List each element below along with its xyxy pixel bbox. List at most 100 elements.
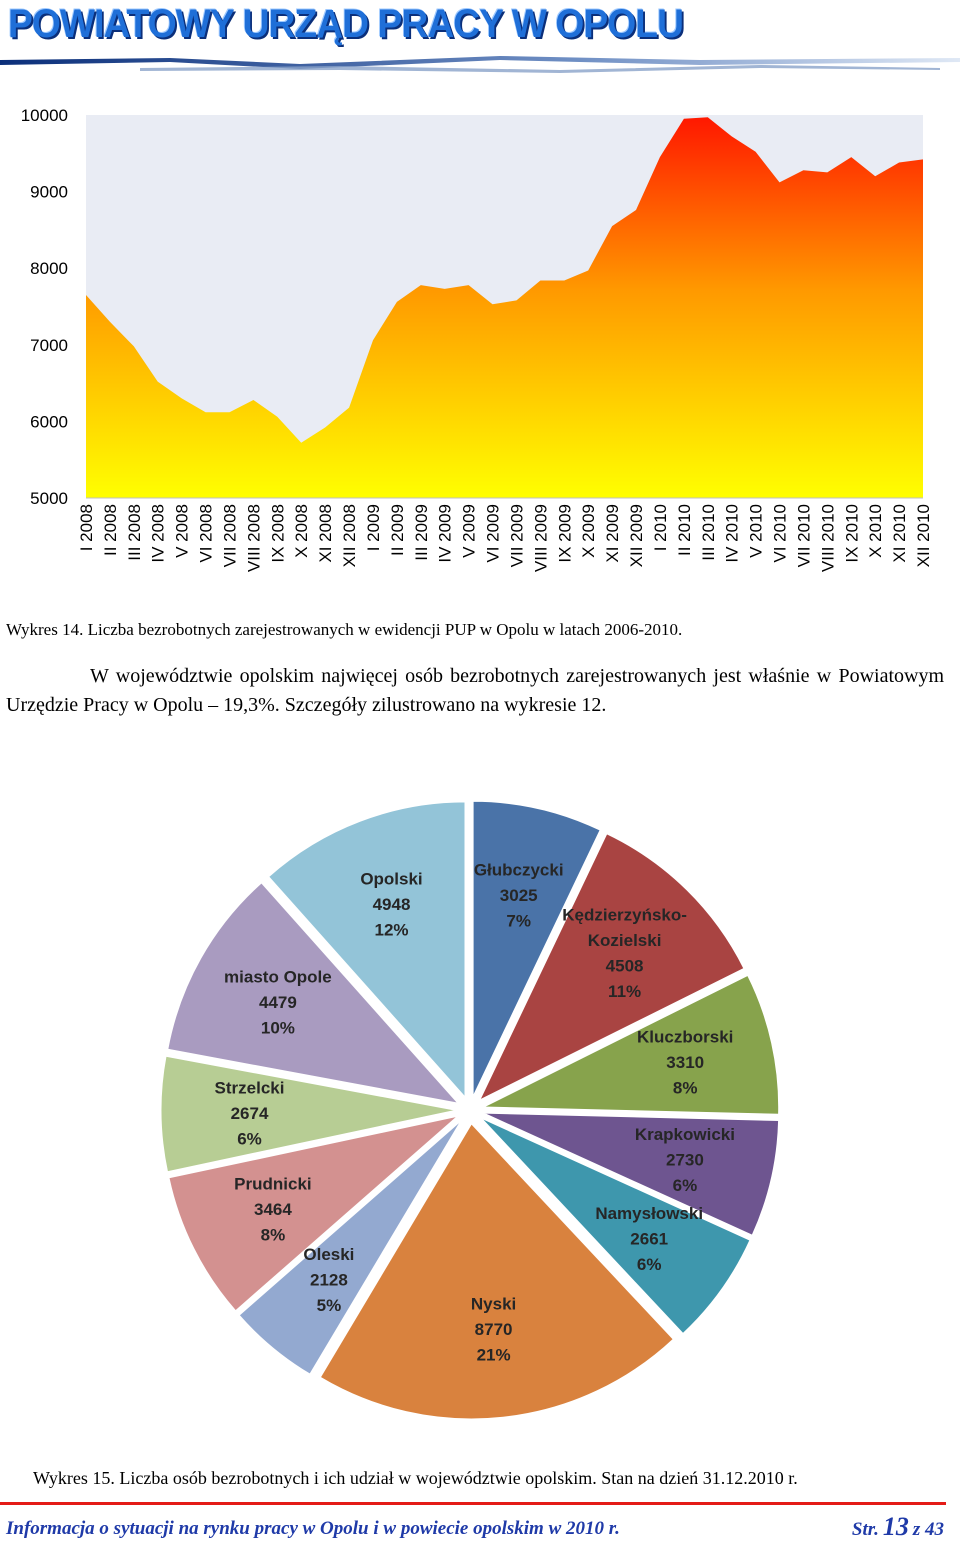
pie-label-name: Kluczborski <box>637 1028 733 1047</box>
x-tick-label: VI 2008 <box>197 504 216 563</box>
x-tick-label: IV 2010 <box>723 504 742 563</box>
pie-label: Nyski 8770 21% <box>471 1295 516 1365</box>
x-tick-label: V 2010 <box>747 504 766 558</box>
pie-label: Oleski 2128 5% <box>303 1245 354 1315</box>
x-tick-label: II 2009 <box>388 504 407 556</box>
x-tick-label: II 2010 <box>675 504 694 556</box>
x-tick-label: IX 2010 <box>842 504 861 563</box>
x-tick-label: IV 2009 <box>436 504 455 563</box>
pie-label-percent: 6% <box>237 1129 262 1148</box>
y-tick-label: 9000 <box>30 183 68 202</box>
pie-slice <box>168 1115 460 1312</box>
x-tick-label: II 2008 <box>101 504 120 556</box>
x-axis-ticks: I 2008 II 2008 III 2008 IV 2008 V 2008 VI 200… <box>77 504 933 572</box>
pie-label-percent: 8% <box>261 1225 286 1244</box>
x-tick-label: VI 2009 <box>484 504 503 563</box>
x-tick-label: VI 2010 <box>771 504 790 563</box>
y-tick-label: 5000 <box>30 489 68 508</box>
pie-label-percent: 11% <box>608 982 641 1001</box>
pie-slice <box>478 833 745 1102</box>
footer-rule <box>0 1502 946 1505</box>
page-prefix: Str. <box>851 1519 879 1540</box>
pie-label-name: Opolski <box>360 870 422 889</box>
area-chart: 5000 6000 7000 8000 9000 10000 I 2008 II 2008 I… <box>21 106 933 572</box>
pie-label: Namysłowski 2661 6% <box>595 1204 703 1274</box>
pie-label-name: Krapkowicki <box>635 1125 735 1144</box>
x-tick-label: IX 2008 <box>268 504 287 563</box>
x-tick-label: III 2010 <box>699 504 718 561</box>
pie-label-name: Namysłowski <box>595 1204 703 1223</box>
pie-label-value: 8770 <box>475 1320 513 1339</box>
pie-label-name: Prudnicki <box>234 1174 311 1193</box>
x-tick-label: VIII 2008 <box>244 504 263 572</box>
page-number-value: 13 <box>882 1512 909 1541</box>
x-tick-label: XII 2008 <box>340 504 359 567</box>
pie-label: Krapkowicki 2730 6% <box>635 1125 735 1195</box>
pie-label: miasto Opole 4479 10% <box>224 967 332 1037</box>
x-tick-label: XI 2010 <box>890 504 909 563</box>
pie-label-value: 3310 <box>666 1053 704 1072</box>
y-tick-label: 8000 <box>30 259 68 278</box>
x-tick-label: XI 2009 <box>603 504 622 563</box>
pie-slices <box>160 800 780 1420</box>
pie-label: Opolski 4948 12% <box>360 870 422 940</box>
pie-slice <box>472 800 601 1097</box>
pie-chart: Głubczycki 3025 7% Kędzierzyńsko- Kozielski 4… <box>160 800 780 1420</box>
pie-label: Kluczborski 3310 8% <box>637 1028 733 1098</box>
pie-label-name: Strzelcki <box>215 1078 285 1097</box>
pie-label-percent: 10% <box>261 1018 295 1037</box>
x-tick-label: VII 2010 <box>794 504 813 567</box>
pie-label-percent: 21% <box>477 1346 511 1365</box>
x-tick-label: VII 2008 <box>221 504 240 567</box>
pie-slice <box>483 1112 780 1236</box>
y-tick-label: 6000 <box>30 412 68 431</box>
paragraph-text: W województwie opolskim najwięcej osób b… <box>6 665 944 716</box>
y-axis-ticks: 5000 6000 7000 8000 9000 10000 <box>21 106 68 508</box>
pie-label: Prudnicki 3464 8% <box>234 1174 311 1244</box>
x-tick-label: VIII 2010 <box>818 504 837 572</box>
x-tick-label: XII 2009 <box>627 504 646 567</box>
chart2-caption: Wykres 15. Liczba osób bezrobotnych i ic… <box>33 1468 798 1488</box>
pie-label-name: Kozielski <box>588 931 662 950</box>
x-tick-label: I 2008 <box>77 504 96 551</box>
pie-label: Strzelcki 2674 6% <box>215 1078 285 1148</box>
x-tick-label: XI 2008 <box>316 504 335 563</box>
x-tick-label: XII 2010 <box>914 504 933 567</box>
pie-label-name: Głubczycki <box>474 860 564 879</box>
pie-label-value: 2128 <box>310 1270 348 1289</box>
pie-slice <box>483 974 780 1115</box>
pie-label-value: 4948 <box>373 895 411 914</box>
body-paragraph: W województwie opolskim najwięcej osób b… <box>6 662 944 720</box>
x-tick-label: X 2010 <box>866 504 885 558</box>
header-title: POWIATOWY URZĄD PRACY W OPOLU <box>8 2 684 46</box>
chart1-caption: Wykres 14. Liczba bezrobotnych zarejestr… <box>6 620 683 639</box>
pie-labels: Głubczycki 3025 7% Kędzierzyńsko- Kozielski 4… <box>215 860 735 1364</box>
x-tick-label: X 2008 <box>292 504 311 558</box>
y-tick-label: 7000 <box>30 336 68 355</box>
x-tick-label: III 2009 <box>412 504 431 561</box>
pie-slice <box>267 801 466 1099</box>
pie-slice <box>481 1117 751 1335</box>
x-tick-label: VII 2009 <box>508 504 527 567</box>
pie-label-value: 4508 <box>606 957 644 976</box>
pie-label-percent: 7% <box>506 911 531 930</box>
x-tick-label: VIII 2009 <box>531 504 550 572</box>
pie-slice <box>167 882 460 1104</box>
pie-label-percent: 8% <box>673 1079 698 1098</box>
x-tick-label: III 2008 <box>125 504 144 561</box>
pie-label: Kędzierzyńsko- Kozielski 4508 11% <box>562 906 687 1002</box>
pie-slice <box>319 1123 674 1420</box>
x-tick-label: V 2009 <box>460 504 479 558</box>
y-tick-label: 10000 <box>21 106 68 125</box>
pie-label-value: 2730 <box>666 1150 704 1169</box>
pie-label-percent: 6% <box>637 1255 662 1274</box>
footer-title: Informacja o sytuacji na rynku pracy w O… <box>6 1518 620 1539</box>
pie-label-value: 3025 <box>500 886 538 905</box>
pie-label-value: 4479 <box>259 993 297 1012</box>
area-series <box>86 117 923 499</box>
pie-label-value: 2674 <box>231 1104 269 1123</box>
x-tick-label: I 2010 <box>651 504 670 551</box>
header-rule <box>0 56 960 73</box>
pie-label-percent: 6% <box>673 1176 698 1195</box>
page-header: POWIATOWY URZĄD PRACY W OPOLU <box>0 0 960 80</box>
